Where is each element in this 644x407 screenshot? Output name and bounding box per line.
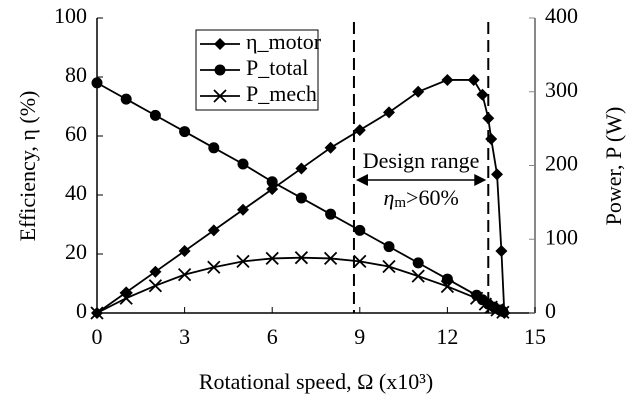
data-point	[90, 306, 104, 320]
x-tick-label: 0	[92, 324, 103, 349]
data-point	[353, 254, 367, 269]
data-point	[91, 77, 103, 89]
data-point	[149, 109, 161, 121]
data-point	[213, 89, 227, 103]
data-point	[412, 85, 425, 98]
data-point	[491, 168, 504, 181]
y2-axis-label: Power, P (W)	[601, 107, 626, 226]
data-point	[482, 112, 495, 125]
y2-tick-label: 0	[545, 298, 556, 323]
y-axis-label: Efficiency, η (%)	[15, 91, 40, 242]
y-tick-label: 40	[65, 180, 87, 205]
data-point	[323, 251, 338, 266]
data-point	[214, 38, 226, 50]
annotation-symbol: η	[383, 185, 394, 210]
x-tick-label: 6	[267, 324, 278, 349]
data-point	[440, 279, 455, 294]
data-point	[441, 73, 454, 86]
data-point	[214, 64, 226, 76]
y-tick-label: 60	[65, 121, 87, 146]
data-point	[178, 245, 191, 258]
legend-label: P_total	[246, 55, 308, 80]
arrow-head	[474, 174, 487, 186]
data-point	[237, 203, 249, 216]
annotation-rest: >60%	[406, 185, 459, 210]
data-point	[295, 162, 308, 175]
data-point	[149, 265, 162, 278]
data-point	[496, 305, 510, 319]
data-point	[485, 132, 498, 145]
y2-tick-label: 400	[545, 3, 578, 28]
x-tick-label: 15	[524, 324, 546, 349]
y2-tick-label: 300	[545, 77, 578, 102]
data-point	[119, 291, 133, 305]
legend-label: P_mech	[246, 81, 317, 106]
data-point	[495, 245, 508, 258]
y-tick-label: 100	[54, 3, 87, 28]
legend-label: η_motor	[246, 29, 322, 54]
x-tick-label: 12	[436, 324, 458, 349]
data-point	[412, 257, 424, 269]
data-point	[120, 93, 132, 105]
data-point	[441, 273, 453, 285]
data-point	[179, 126, 191, 138]
data-point	[236, 254, 250, 269]
data-point	[383, 106, 395, 119]
x-tick-label: 9	[354, 324, 365, 349]
y-tick-label: 20	[65, 239, 87, 264]
data-point	[295, 192, 307, 204]
data-point	[324, 141, 337, 154]
x-axis-label: Rotational speed, Ω (x10³)	[199, 369, 433, 394]
series-line	[96, 256, 504, 314]
data-point	[294, 251, 309, 265]
data-point	[325, 208, 337, 220]
data-point	[411, 269, 425, 283]
data-point	[177, 268, 192, 282]
data-point	[383, 241, 395, 253]
data-point	[476, 88, 489, 101]
data-point	[353, 124, 366, 137]
y2-tick-label: 100	[545, 224, 578, 249]
annotation-subscript: m	[394, 195, 406, 211]
data-point	[207, 260, 221, 274]
x-tick-label: 3	[179, 324, 190, 349]
data-point	[207, 224, 220, 237]
data-point	[354, 224, 366, 236]
data-point	[237, 158, 249, 170]
y-tick-label: 0	[76, 298, 87, 323]
data-point	[382, 259, 396, 274]
data-point	[469, 291, 484, 305]
data-point	[266, 176, 278, 188]
annotation-title: Design range	[363, 148, 480, 173]
annotation-condition: ηm>60%	[383, 185, 458, 211]
y-tick-label: 80	[65, 62, 87, 87]
y2-tick-label: 200	[545, 151, 578, 176]
data-point	[148, 279, 163, 293]
data-point	[265, 251, 279, 266]
arrow-head	[355, 174, 368, 186]
data-point	[467, 73, 480, 86]
data-point	[208, 142, 220, 154]
